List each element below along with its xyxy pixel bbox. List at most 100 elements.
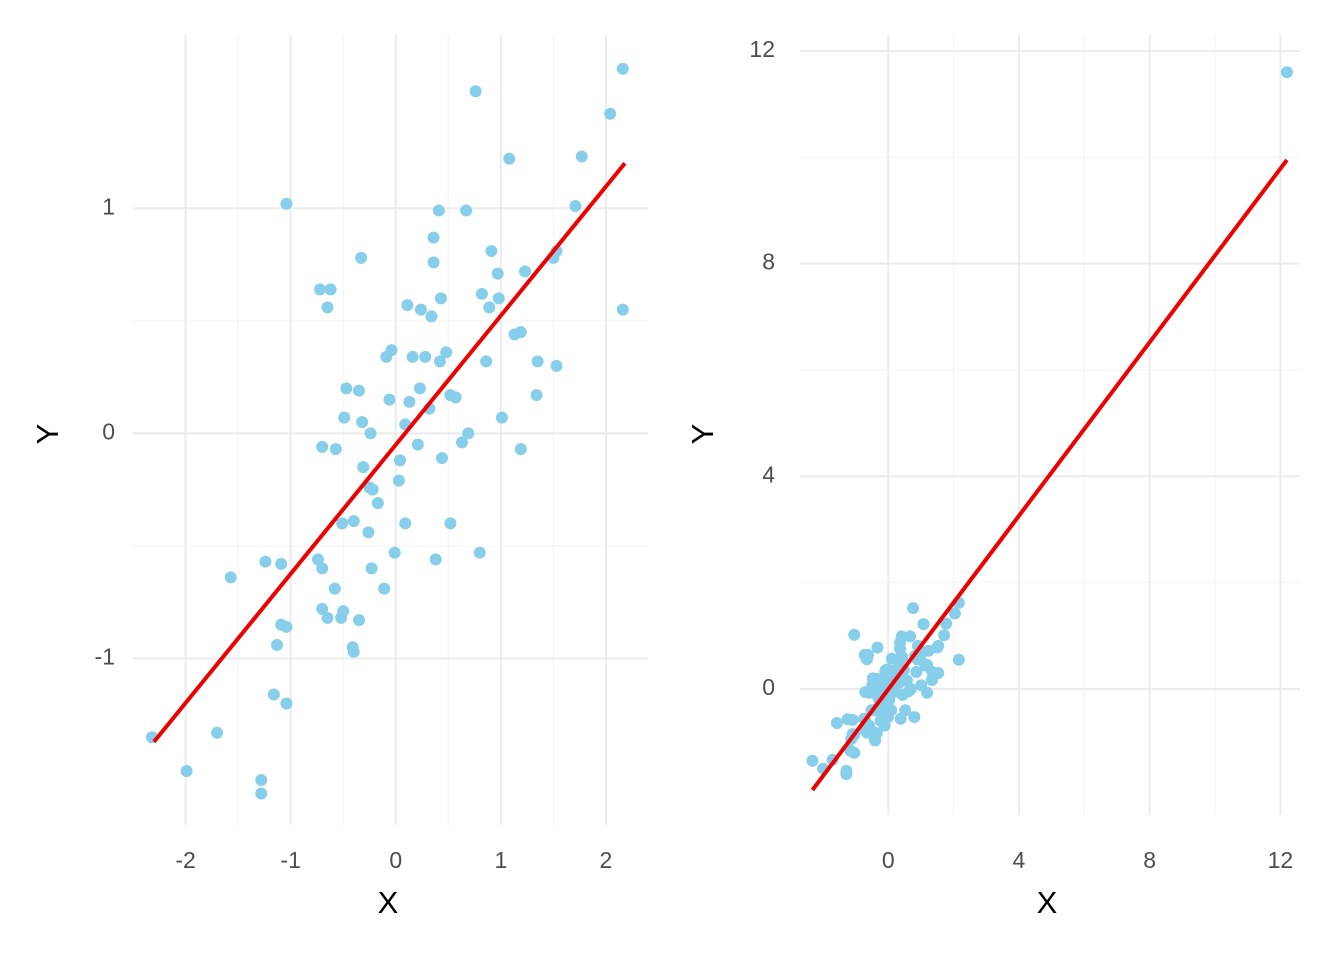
point [316,602,329,615]
point [519,265,532,278]
y-tick-label: -1 [95,644,115,670]
point [434,292,447,305]
point [267,688,280,701]
point [616,303,629,316]
point [1280,66,1293,79]
point [352,614,365,627]
y-axis-title: Y [685,424,720,445]
point [444,517,457,530]
point [419,350,432,363]
point [433,355,446,368]
point [399,517,412,530]
point [616,62,629,75]
point [347,515,360,528]
point [411,438,424,451]
point [259,555,272,568]
point [336,517,349,530]
point [921,686,934,699]
point [848,628,861,641]
point [280,697,293,710]
point [514,326,527,339]
point [904,682,917,695]
point [401,299,414,312]
point [432,204,445,217]
point [473,546,486,559]
point [356,416,369,429]
point [848,746,861,759]
point [569,200,582,213]
point [503,152,516,165]
point [952,653,965,666]
point [907,602,920,615]
point [514,443,527,456]
point [337,605,350,618]
point [329,443,342,456]
point [904,630,917,643]
point [392,474,405,487]
point [550,359,563,372]
point [436,452,448,465]
y-tick-label: 12 [749,36,775,62]
x-axis-title: X [378,885,399,920]
point [932,667,945,680]
point [860,653,873,666]
point [383,393,396,406]
point [948,607,961,620]
point [388,546,401,559]
point [403,395,416,408]
y-tick-label: 1 [102,193,115,219]
y-tick-label: 0 [762,674,775,700]
x-tick-label: 2 [600,847,613,873]
point [347,645,360,658]
point [604,107,617,120]
point [255,787,268,800]
point [492,292,505,305]
point [495,411,508,424]
point [885,704,898,717]
point [385,344,398,357]
point [462,427,475,440]
point [355,251,368,264]
point [917,618,930,631]
fit-line [152,162,627,743]
point [280,620,293,633]
point [316,440,329,453]
point [425,310,438,323]
x-tick-label: 0 [389,847,402,873]
x-axis-title: X [1037,885,1058,920]
y-tick-label: 4 [762,461,775,487]
point [575,150,588,163]
point [480,355,493,368]
fit-line [810,158,1289,792]
point [321,301,334,314]
point [406,350,419,363]
point [321,611,334,624]
point [475,287,488,300]
point [211,726,224,739]
point [485,245,498,258]
point [460,204,473,217]
point [455,436,468,449]
point [840,768,853,781]
point [338,411,351,424]
point [449,391,462,404]
point [378,582,391,595]
x-tick-label: 8 [1143,847,1156,873]
point [896,651,909,664]
y-tick-label: 8 [762,249,775,275]
point [314,283,327,296]
point [180,764,193,777]
x-tick-label: 1 [494,847,507,873]
point [393,454,406,467]
point [491,267,504,280]
point [938,629,951,642]
point [364,427,377,440]
point [427,231,440,244]
point [440,346,453,359]
point [483,301,496,314]
point [316,562,329,575]
point [311,553,324,566]
point [324,283,337,296]
point [414,303,427,316]
